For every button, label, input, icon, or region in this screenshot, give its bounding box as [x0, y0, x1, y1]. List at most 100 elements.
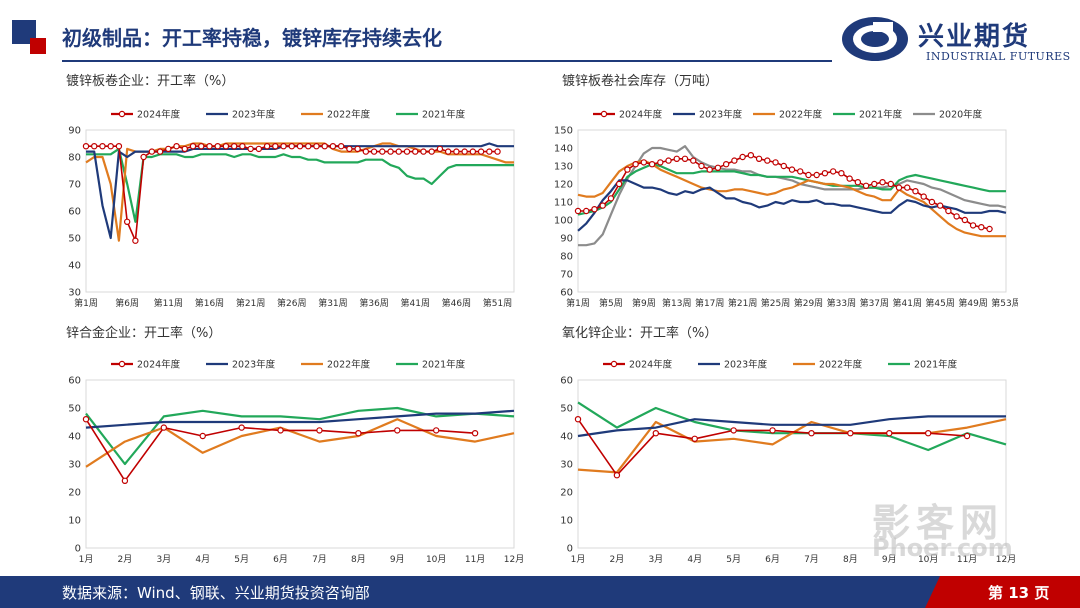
legend-label: 2023年度	[232, 359, 276, 371]
data-point	[632, 160, 639, 168]
data-point	[337, 143, 345, 150]
data-point	[961, 216, 969, 224]
brand-logo: 兴业期货 INDUSTRIAL FUTURES	[840, 14, 1070, 64]
data-point	[912, 187, 919, 195]
x-tick-label: 11月	[465, 554, 485, 565]
data-point	[691, 435, 698, 443]
data-point	[722, 160, 730, 168]
x-tick-label: 9月	[882, 554, 897, 565]
x-tick-label: 第51周	[483, 297, 512, 309]
y-tick-label: 30	[68, 288, 81, 299]
data-point	[272, 143, 279, 150]
data-point	[895, 184, 903, 191]
x-tick-label: 4月	[687, 554, 702, 565]
data-point	[379, 148, 386, 155]
x-tick-label: 第9周	[632, 297, 656, 309]
y-tick-label: 80	[560, 252, 573, 263]
chart-title-zinc-alloy: 锌合金企业：开工率（%）	[66, 326, 222, 341]
data-point	[82, 143, 90, 150]
data-point	[821, 169, 829, 177]
data-point	[214, 143, 221, 150]
series-line-2021年度	[85, 406, 515, 466]
data-point	[963, 432, 971, 440]
legend-marker	[118, 360, 126, 368]
data-point	[403, 148, 411, 155]
data-point	[788, 166, 796, 173]
data-point	[730, 427, 737, 434]
legend-label: 2021年度	[859, 109, 903, 121]
series-line-2021年度	[577, 401, 1007, 452]
data-point	[755, 155, 763, 163]
legend-label: 2023年度	[724, 359, 768, 371]
y-tick-label: 50	[68, 234, 81, 245]
plot-area	[577, 379, 1007, 549]
x-tick-label: 5月	[234, 554, 249, 565]
data-point	[886, 429, 893, 437]
data-point	[313, 143, 320, 150]
y-tick-label: 70	[560, 270, 573, 281]
x-tick-label: 11月	[957, 554, 977, 565]
y-tick-label: 10	[560, 516, 573, 527]
data-point	[613, 471, 621, 479]
data-point	[99, 143, 106, 150]
chart-galv-rate: 30 40 50 60 70 80 90 第1周 第6周 第11周 第16周 第21周 第26周 第31周…	[68, 109, 515, 309]
legend-label: 2022年度	[819, 359, 863, 371]
x-tick-label: 12月	[504, 554, 524, 565]
data-point	[296, 143, 304, 150]
data-point	[461, 148, 468, 155]
data-point	[673, 155, 680, 163]
data-point	[494, 148, 501, 155]
series-line-2023年度	[577, 415, 1006, 438]
x-tick-label: 1月	[79, 554, 94, 565]
x-tick-label: 6月	[273, 554, 288, 565]
y-tick-label: 130	[554, 162, 573, 173]
data-point	[904, 184, 911, 191]
data-point	[854, 178, 862, 186]
x-tick-label: 第26周	[277, 297, 306, 309]
data-point	[91, 143, 98, 150]
data-point	[140, 153, 147, 161]
x-tick-label: 第37周	[860, 297, 889, 309]
x-tick-label: 第29周	[794, 297, 823, 309]
data-point	[640, 159, 648, 166]
y-tick-label: 150	[554, 126, 573, 137]
data-point	[846, 175, 853, 182]
data-point	[181, 145, 188, 153]
data-point	[288, 143, 295, 150]
data-point	[453, 148, 460, 155]
data-point	[652, 429, 660, 437]
data-point	[165, 145, 172, 153]
series-line-2022年度	[577, 418, 1007, 474]
legend-label: 2024年度	[629, 359, 673, 371]
page-number: 第 13 页	[988, 584, 1050, 602]
data-point	[871, 180, 878, 188]
data-point	[599, 202, 606, 209]
data-point	[471, 429, 479, 437]
chart-title-galv-rate: 镀锌板卷企业：开工率（%）	[66, 74, 235, 89]
data-point	[624, 166, 631, 173]
chart-title-galv-stock: 镀锌板卷社会库存（万吨）	[562, 74, 719, 89]
data-point	[107, 143, 114, 150]
chart-zinc-alloy-rate: 0 10 20 30 40 50 60 1月 2月 3月 4月 5月 6月 7月 8月 9月 10月 11月 12月…	[68, 359, 524, 566]
x-tick-label: 8月	[843, 554, 858, 565]
y-tick-label: 60	[68, 376, 81, 387]
data-point	[148, 148, 156, 155]
data-point	[428, 148, 435, 155]
data-point	[436, 145, 444, 153]
data-point	[160, 424, 168, 431]
chart-title-zinc-oxide: 氧化锌企业：开工率（%）	[562, 326, 718, 341]
x-tick-label: 12月	[996, 554, 1016, 565]
x-tick-label: 第49周	[958, 297, 987, 309]
data-point	[280, 143, 287, 150]
data-point	[847, 429, 854, 437]
x-tick-label: 第1周	[566, 297, 590, 309]
legend-label: 2021年度	[914, 359, 958, 371]
data-point	[731, 157, 738, 164]
x-tick-label: 第21周	[728, 297, 757, 309]
data-point	[769, 427, 776, 434]
data-point	[394, 427, 401, 434]
x-tick-label: 第11周	[154, 297, 183, 309]
legend-marker	[610, 360, 618, 368]
data-point	[420, 148, 427, 155]
legend-label: 2023年度	[232, 109, 276, 121]
